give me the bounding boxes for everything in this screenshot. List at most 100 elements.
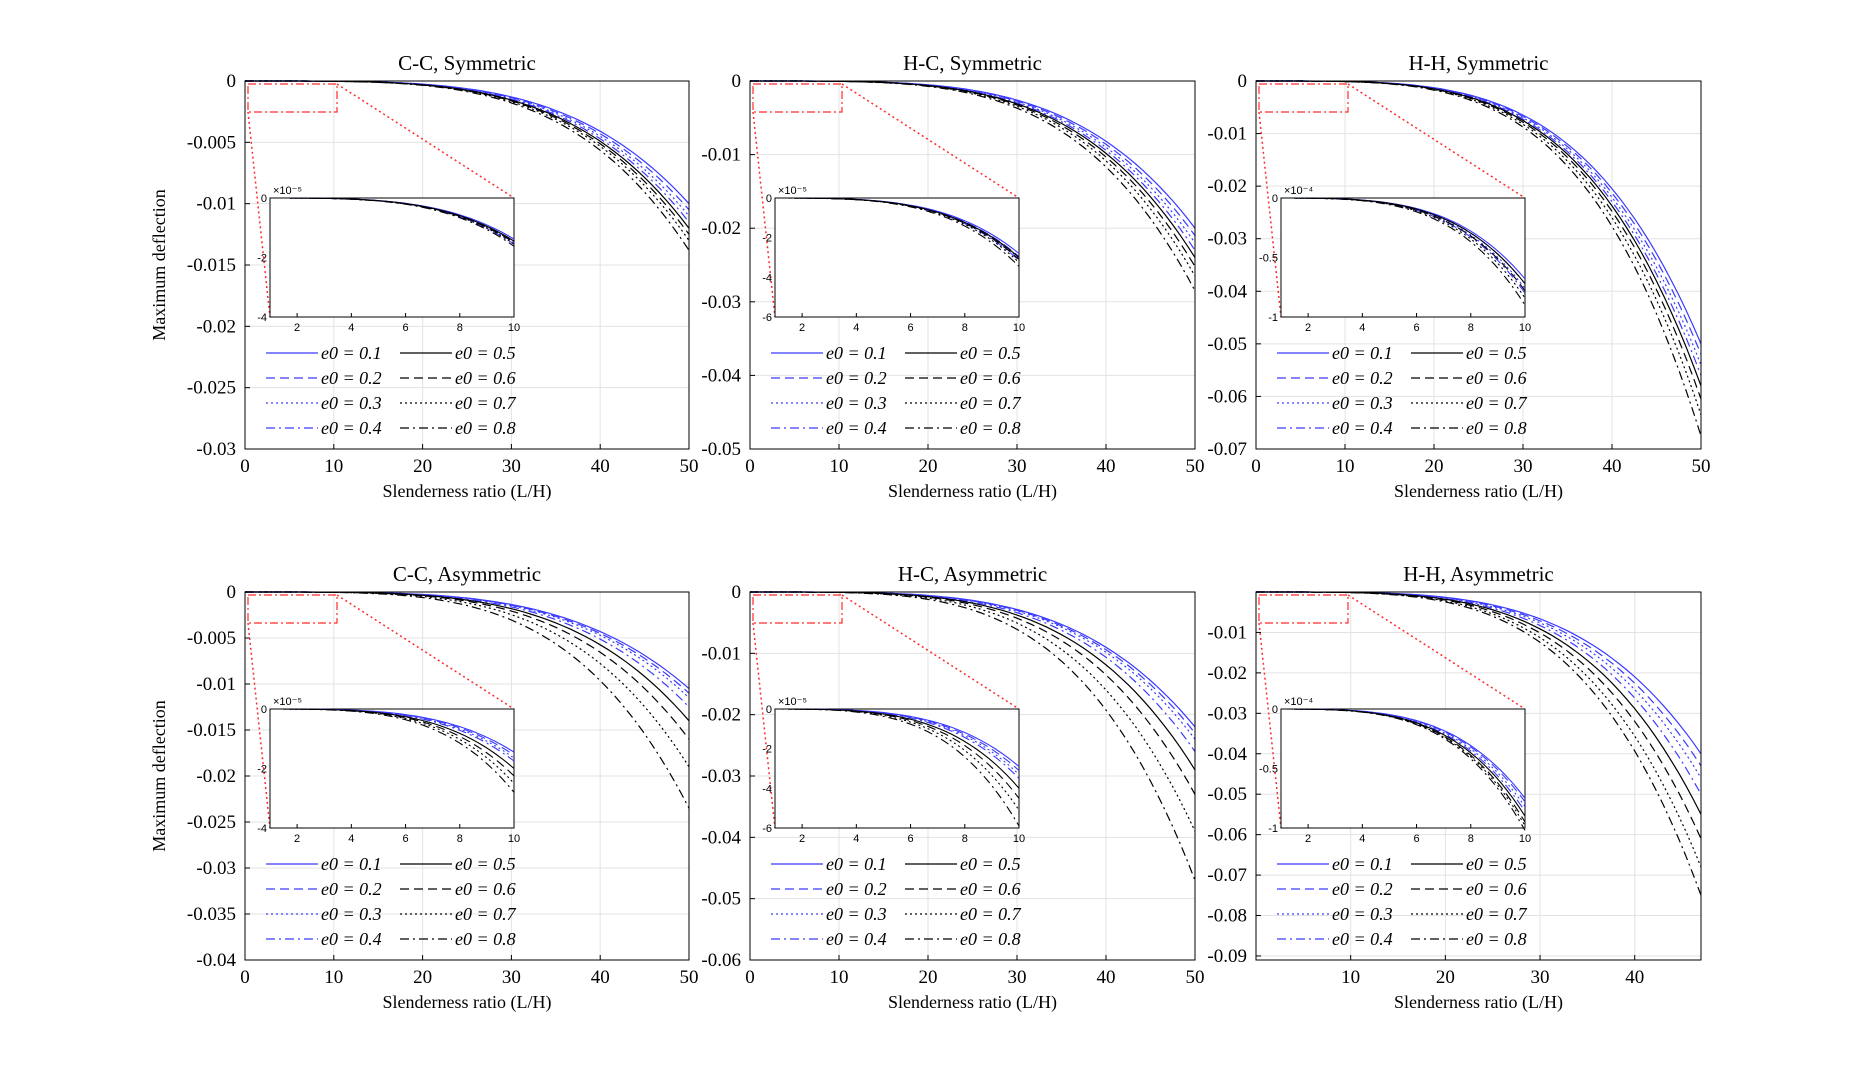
x-tick-label: 10 <box>1336 456 1355 477</box>
inset-y-tick-label: -4 <box>762 783 772 795</box>
zoom-connector <box>247 622 271 829</box>
legend-label-e0-0.5: e0 = 0.5 <box>1466 854 1527 874</box>
inset-y-tick-label: -0.5 <box>1259 764 1278 776</box>
y-tick-label: -0.06 <box>1207 825 1247 846</box>
inset-y-tick-label: 0 <box>1272 193 1278 205</box>
zoom-connector <box>841 594 1020 710</box>
inset-frame <box>774 197 1020 318</box>
x-tick-label: 50 <box>1692 456 1711 477</box>
series-line-e0-0.3 <box>750 591 1196 740</box>
inset-series-line-e0-0.8 <box>775 708 1020 827</box>
x-tick-label: 20 <box>919 456 938 477</box>
inset-x-tick-label: 2 <box>294 322 300 334</box>
y-tick-label: -0.02 <box>1207 663 1247 684</box>
zoom-connector <box>841 83 1020 199</box>
y-tick-label: -0.03 <box>1207 229 1247 250</box>
legend-label-e0-0.5: e0 = 0.5 <box>455 343 516 363</box>
legend-label-e0-0.4: e0 = 0.4 <box>321 929 382 949</box>
legend-label-e0-0.6: e0 = 0.6 <box>1466 368 1527 388</box>
x-axis-label: Slenderness ratio (L/H) <box>1394 481 1563 502</box>
inset-exponent-label: ×10⁻⁵ <box>273 696 302 708</box>
inset-series-line-e0-0.8 <box>1281 197 1526 306</box>
legend: e0 = 0.1 e0 = 0.2 e0 = 0.3 e0 = 0.4 e0 = 0.5… <box>266 343 517 438</box>
legend-label-e0-0.6: e0 = 0.6 <box>1466 879 1527 899</box>
inset-y-tick-label: -2 <box>257 764 267 776</box>
inset-series-line-e0-0.8 <box>775 197 1020 267</box>
legend-label-e0-0.1: e0 = 0.1 <box>1332 854 1393 874</box>
y-tick-label: 0 <box>227 71 237 92</box>
inset-exponent-label: ×10⁻⁵ <box>778 696 807 708</box>
inset-x-tick-label: 8 <box>457 322 463 334</box>
legend-label-e0-0.7: e0 = 0.7 <box>1466 393 1528 413</box>
x-tick-label: 0 <box>1251 456 1261 477</box>
legend-label-e0-0.7: e0 = 0.7 <box>455 904 517 924</box>
legend-label-e0-0.1: e0 = 0.1 <box>321 854 382 874</box>
zoom-connector <box>336 594 515 710</box>
zoom-region-box <box>752 83 843 113</box>
y-tick-label: -0.09 <box>1207 946 1247 967</box>
inset-y-tick-label: -6 <box>762 823 772 835</box>
panel-cc-asym: 0 10 20 30 40 500-0.005-0.01-0.015-0.02-0.025… <box>149 562 699 1013</box>
legend-label-e0-0.8: e0 = 0.8 <box>455 418 516 438</box>
y-tick-label: -0.04 <box>701 365 741 386</box>
y-tick-label: -0.02 <box>1207 176 1247 197</box>
chart-title: H-H, Symmetric <box>1409 51 1549 75</box>
inset-y-tick-label: -0.5 <box>1259 253 1278 265</box>
legend-label-e0-0.7: e0 = 0.7 <box>1466 904 1528 924</box>
legend-label-e0-0.1: e0 = 0.1 <box>826 854 887 874</box>
inset-y-tick-label: -4 <box>257 312 267 324</box>
legend-label-e0-0.2: e0 = 0.2 <box>1332 368 1393 388</box>
legend-label-e0-0.4: e0 = 0.4 <box>826 418 887 438</box>
panel-hh-asym: 10 20 30 40-0.01-0.02-0.03-0.04-0.05-0.06-0… <box>1207 562 1702 1013</box>
x-tick-label: 30 <box>1008 967 1027 988</box>
chart-title: C-C, Asymmetric <box>393 562 541 586</box>
inset-exponent-label: ×10⁻⁴ <box>1284 185 1313 197</box>
y-tick-label: -0.02 <box>701 705 741 726</box>
y-tick-label: -0.05 <box>1207 784 1247 805</box>
legend-label-e0-0.8: e0 = 0.8 <box>455 929 516 949</box>
series-line-e0-0.5 <box>245 591 690 722</box>
legend: e0 = 0.1 e0 = 0.2 e0 = 0.3 e0 = 0.4 e0 = 0.5… <box>1277 343 1528 438</box>
x-tick-label: 50 <box>680 967 699 988</box>
inset-plot: 2 4 6 8 10 0 -2 -4 -6 ×10⁻⁵ <box>762 185 1025 334</box>
inset-y-tick-label: 0 <box>261 704 267 716</box>
series-line-e0-0.4 <box>245 591 690 708</box>
zoom-region-box <box>247 83 338 113</box>
zoom-connector <box>336 83 515 199</box>
series-line-e0-0.3 <box>245 80 690 217</box>
legend-label-e0-0.4: e0 = 0.4 <box>321 418 382 438</box>
inset-x-tick-label: 10 <box>1013 322 1025 334</box>
inset-plot: 2 4 6 8 10 0 -0.5 -1 ×10⁻⁴ <box>1259 696 1531 845</box>
inset-x-tick-label: 6 <box>402 833 408 845</box>
inset-plot: 2 4 6 8 10 0 -0.5 -1 ×10⁻⁴ <box>1259 185 1531 334</box>
legend: e0 = 0.1 e0 = 0.2 e0 = 0.3 e0 = 0.4 e0 = 0.5… <box>771 854 1022 949</box>
y-tick-label: -0.015 <box>187 255 236 276</box>
y-tick-label: 0 <box>1238 71 1248 92</box>
y-tick-label: -0.07 <box>1207 439 1247 460</box>
x-tick-label: 40 <box>1625 967 1644 988</box>
legend-label-e0-0.4: e0 = 0.4 <box>1332 929 1393 949</box>
legend: e0 = 0.1 e0 = 0.2 e0 = 0.3 e0 = 0.4 e0 = 0.5… <box>771 343 1022 438</box>
y-tick-label: -0.04 <box>1207 744 1247 765</box>
legend-label-e0-0.7: e0 = 0.7 <box>455 393 517 413</box>
inset-y-tick-label: -2 <box>762 233 772 245</box>
inset-x-tick-label: 6 <box>907 322 913 334</box>
inset-x-tick-label: 2 <box>799 833 805 845</box>
y-tick-label: -0.04 <box>701 827 741 848</box>
legend-label-e0-0.8: e0 = 0.8 <box>1466 929 1527 949</box>
y-tick-label: -0.03 <box>701 766 741 787</box>
series-line-e0-0.1 <box>750 591 1196 728</box>
legend-label-e0-0.3: e0 = 0.3 <box>826 393 887 413</box>
x-axis-label: Slenderness ratio (L/H) <box>888 992 1057 1013</box>
x-tick-label: 20 <box>413 967 432 988</box>
y-tick-label: -0.005 <box>187 132 236 153</box>
x-tick-label: 40 <box>1097 456 1116 477</box>
plot-frame <box>1255 80 1702 450</box>
legend: e0 = 0.1 e0 = 0.2 e0 = 0.3 e0 = 0.4 e0 = 0.5… <box>266 854 517 949</box>
y-tick-label: -0.01 <box>196 674 236 695</box>
x-tick-label: 0 <box>745 456 755 477</box>
legend-label-e0-0.8: e0 = 0.8 <box>960 929 1021 949</box>
x-tick-label: 10 <box>1341 967 1360 988</box>
inset-frame <box>774 708 1020 829</box>
chart-title: H-H, Asymmetric <box>1403 562 1553 586</box>
